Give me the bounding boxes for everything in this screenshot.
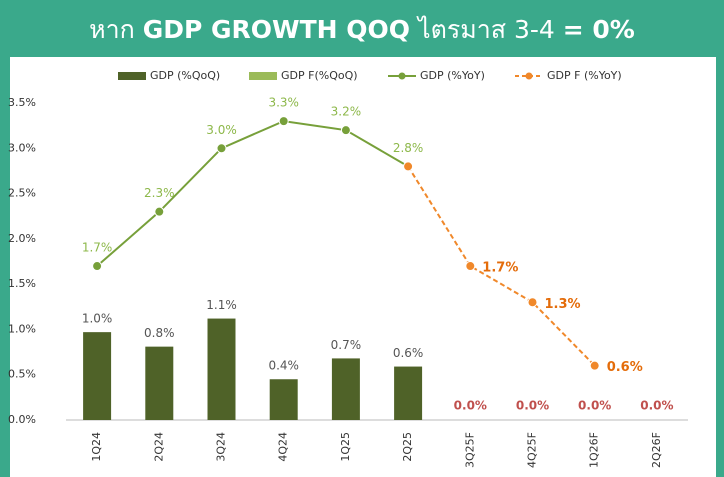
legend-label: GDP F(%QoQ) (281, 69, 358, 82)
bar (331, 358, 360, 420)
point (278, 116, 289, 127)
legend-swatch (525, 72, 533, 80)
y-tick-label: 1.5% (8, 277, 36, 290)
point (403, 161, 414, 172)
y-tick-label: 0.0% (8, 413, 36, 426)
value-label: 0.8% (144, 326, 175, 340)
chart-title: หาก GDP GROWTH QOQ ไตรมาส 3-4 = 0% (89, 15, 635, 44)
y-tick-label: 0.5% (8, 368, 36, 381)
point (589, 360, 600, 371)
title-part: GDP GROWTH QOQ (143, 15, 410, 44)
value-label: 0.0% (516, 399, 549, 413)
y-tick-label: 3.5% (8, 96, 36, 109)
value-label: 0.6% (393, 346, 424, 360)
x-tick-label: 4Q24 (277, 432, 290, 462)
x-tick-label: 3Q25F (463, 432, 476, 468)
x-tick-label: 2Q26F (650, 432, 663, 468)
x-tick-label: 1Q24 (90, 432, 103, 462)
value-label: 0.7% (331, 338, 362, 352)
value-label: 1.3% (545, 297, 581, 312)
value-label: 3.3% (268, 96, 299, 110)
bar (207, 318, 236, 420)
title-part: หาก (89, 15, 135, 44)
y-tick-label: 2.5% (8, 187, 36, 200)
value-label: 1.0% (82, 312, 113, 326)
value-label: 0.0% (578, 399, 611, 413)
y-tick-label: 1.0% (8, 322, 36, 335)
legend-label: GDP (%YoY) (420, 69, 485, 82)
line (96, 120, 409, 267)
bar (394, 366, 423, 420)
x-tick-label: 2Q25 (401, 432, 414, 462)
value-label: 2.3% (144, 186, 175, 200)
bar (145, 346, 174, 420)
title-part: = 0% (563, 15, 635, 44)
x-tick-label: 3Q24 (215, 432, 228, 462)
bar (269, 379, 298, 420)
x-tick-label: 4Q25F (526, 432, 539, 468)
point (465, 261, 476, 272)
value-label: 2.8% (393, 141, 424, 155)
value-label: 0.0% (454, 399, 487, 413)
legend-label: GDP F (%YoY) (547, 69, 622, 82)
y-tick-label: 3.0% (8, 141, 36, 154)
point (92, 261, 103, 272)
x-tick-label: 2Q24 (152, 432, 165, 462)
value-label: 3.0% (206, 123, 237, 137)
point (340, 125, 351, 136)
value-label: 1.7% (482, 261, 518, 276)
x-tick-label: 1Q26F (588, 432, 601, 468)
value-label: 0.6% (607, 360, 643, 375)
value-label: 1.1% (206, 298, 237, 312)
legend-swatch (249, 72, 277, 80)
value-label: 3.2% (331, 105, 362, 119)
point (216, 143, 227, 154)
title-part: ไตรมาส 3-4 (416, 15, 555, 44)
value-label: 1.7% (82, 241, 113, 255)
panel (10, 57, 716, 477)
x-tick-label: 1Q25 (339, 432, 352, 462)
point (154, 206, 165, 217)
point (527, 297, 538, 308)
y-tick-label: 2.0% (8, 232, 36, 245)
legend-label: GDP (%QoQ) (150, 69, 220, 82)
bar (83, 332, 112, 420)
line (407, 165, 596, 367)
value-label: 0.4% (268, 359, 299, 373)
legend-swatch (398, 72, 406, 80)
value-label: 0.0% (640, 399, 673, 413)
legend-swatch (118, 72, 146, 80)
